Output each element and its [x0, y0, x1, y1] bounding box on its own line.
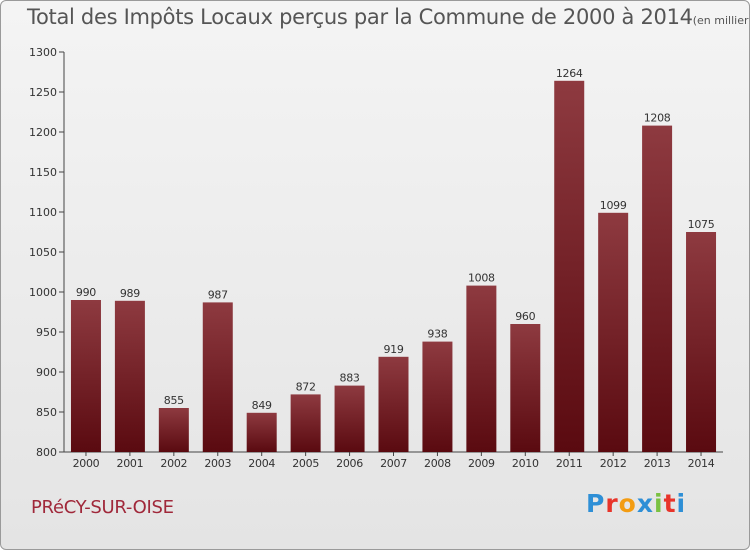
bar-value-label: 987: [208, 288, 228, 301]
bar-2005: [290, 394, 321, 452]
bar-value-label: 919: [383, 343, 403, 356]
x-tick-label: 2013: [644, 457, 671, 470]
bar-2010: [510, 324, 541, 452]
commune-name: PRéCY-SUR-OISE: [31, 497, 174, 518]
bar-2003: [202, 302, 233, 452]
bar-value-label: 990: [76, 286, 96, 299]
x-tick-label: 2008: [424, 457, 451, 470]
logo-letter: r: [605, 489, 619, 518]
bar-value-label: 960: [515, 310, 535, 323]
logo-letter: t: [663, 489, 677, 518]
bar-value-label: 1264: [556, 67, 583, 80]
chart-title: Total des Impôts Locaux perçus par la Co…: [27, 5, 749, 29]
bar-2007: [378, 356, 409, 452]
logo-letter: o: [618, 489, 637, 518]
chart-unit-note: (en milliers d'€): [692, 14, 749, 27]
chart-title-text: Total des Impôts Locaux perçus par la Co…: [27, 5, 693, 29]
x-tick-label: 2006: [336, 457, 363, 470]
y-tick-label: 1100: [29, 206, 57, 219]
bar-2001: [114, 300, 145, 452]
y-tick-label: 1000: [29, 286, 57, 299]
bar-2011: [554, 80, 585, 453]
bar-2004: [246, 412, 277, 452]
x-tick-label: 2007: [380, 457, 407, 470]
bar-2009: [466, 285, 497, 452]
bar-2013: [642, 125, 673, 452]
x-tick-label: 2011: [556, 457, 583, 470]
bar-value-label: 849: [252, 399, 272, 412]
y-tick-label: 1250: [29, 86, 57, 99]
x-tick-label: 2009: [468, 457, 495, 470]
bar-2008: [422, 341, 453, 452]
x-tick-label: 2000: [73, 457, 100, 470]
y-tick-label: 1150: [29, 166, 57, 179]
bar-value-label: 872: [296, 380, 316, 393]
y-tick-label: 800: [36, 446, 57, 459]
bar-2002: [158, 408, 189, 452]
bar-value-label: 1099: [600, 199, 627, 212]
x-tick-label: 2002: [160, 457, 187, 470]
proxiti-logo: Proxiti: [586, 489, 686, 518]
bar-value-label: 855: [164, 394, 184, 407]
x-tick-label: 2010: [512, 457, 539, 470]
logo-letter: i: [676, 489, 687, 518]
y-tick-label: 1200: [29, 126, 57, 139]
y-tick-label: 1300: [29, 46, 57, 59]
logo-letter: i: [654, 489, 664, 518]
y-tick-label: 900: [36, 366, 57, 379]
x-tick-label: 2004: [248, 457, 275, 470]
bar-value-label: 1075: [688, 218, 715, 231]
bar-2012: [598, 212, 629, 452]
bar-2000: [70, 300, 101, 452]
x-tick-label: 2012: [600, 457, 627, 470]
bar-2014: [686, 232, 717, 452]
x-tick-label: 2003: [204, 457, 231, 470]
logo-letter: P: [586, 489, 606, 518]
bar-value-label: 938: [427, 328, 447, 341]
bar-value-label: 1208: [644, 112, 671, 125]
bar-value-label: 883: [340, 372, 360, 385]
y-tick-label: 850: [36, 406, 57, 419]
bar-value-label: 1008: [468, 272, 495, 285]
y-tick-label: 950: [36, 326, 57, 339]
bar-2006: [334, 385, 365, 452]
x-tick-label: 2014: [688, 457, 715, 470]
logo-letter: x: [636, 489, 654, 518]
x-tick-label: 2005: [292, 457, 319, 470]
x-tick-label: 2001: [117, 457, 144, 470]
bar-value-label: 989: [120, 287, 140, 300]
y-tick-label: 1050: [29, 246, 57, 259]
